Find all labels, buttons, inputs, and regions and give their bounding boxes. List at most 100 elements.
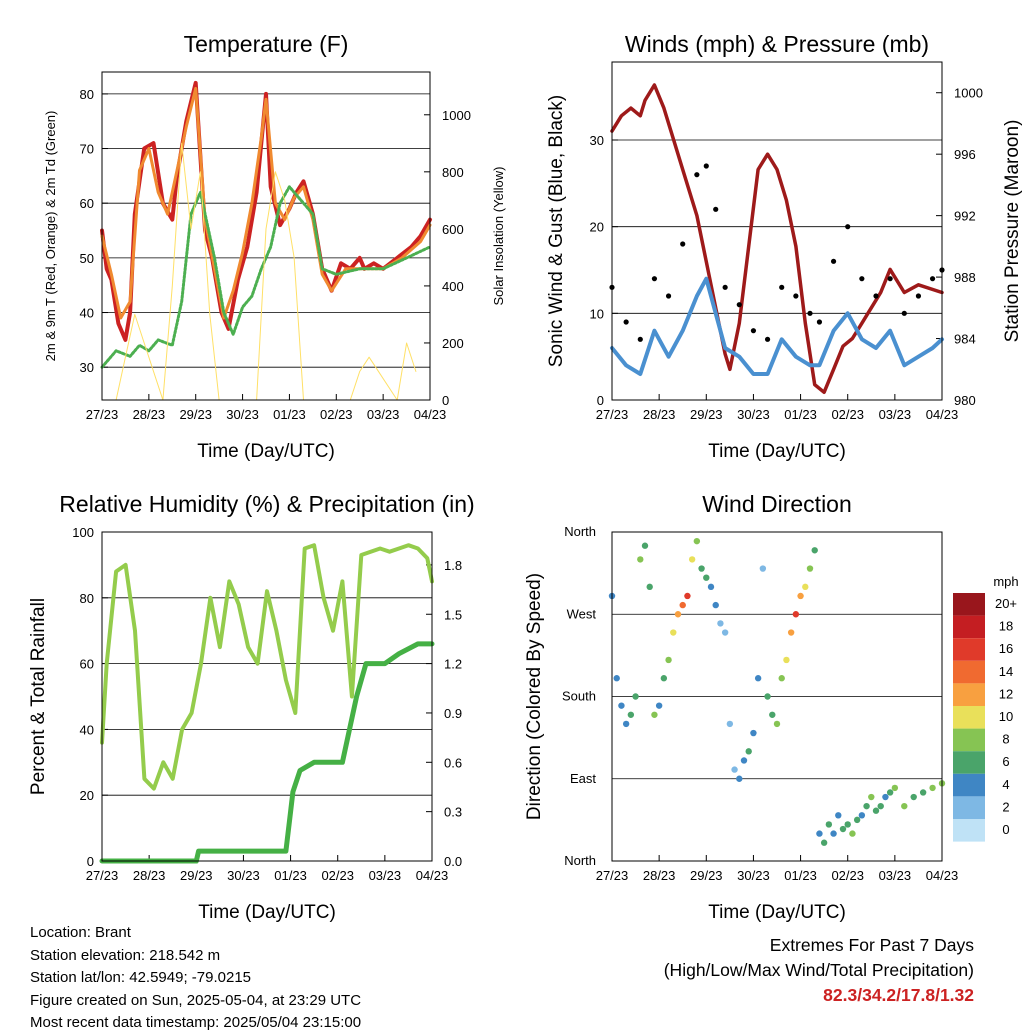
colorbar-swatch — [953, 706, 985, 729]
panel4-point — [919, 789, 927, 796]
panel4-ytick-label: North — [564, 853, 596, 868]
panel4-point — [622, 720, 630, 728]
colorbar-label: 20+ — [995, 596, 1017, 611]
panel1-xtick-label: 30/23 — [226, 407, 259, 422]
panel4-xtick-label: 27/23 — [596, 868, 629, 883]
panel1-ytick-label: 80 — [80, 87, 94, 102]
panel3-xtick-label: 27/23 — [86, 868, 119, 883]
panel1-xtick-label: 27/23 — [86, 407, 119, 422]
panel2-gust-point — [665, 293, 672, 299]
panel3-ytick-right-label: 1.5 — [444, 607, 462, 622]
panel4-point — [820, 839, 828, 846]
panel2-ytick-label: 30 — [590, 133, 604, 148]
panel1-ylabel: 2m & 9m T (Red, Orange) & 2m Td (Green) — [43, 111, 58, 362]
panel4-point — [726, 720, 734, 728]
panel2-gust-point — [750, 328, 757, 334]
panel4-point — [929, 784, 936, 792]
panel1-series-dewpoint — [100, 185, 432, 369]
panel2-xtick-label: 27/23 — [596, 407, 629, 422]
panel4-xtick-label: 03/23 — [879, 868, 912, 883]
panel4-xtick-label: 02/23 — [831, 868, 864, 883]
extremes-panel: Extremes For Past 7 Days (High/Low/Max W… — [664, 933, 974, 1008]
panel2-ytick-label: 0 — [597, 393, 604, 408]
panel4-point — [707, 583, 715, 591]
panel4-point — [839, 825, 847, 833]
panel4-xtick-label: 30/23 — [737, 868, 770, 883]
panel4-point — [613, 675, 620, 682]
panel4-point — [660, 675, 668, 682]
panel2-gust-point — [901, 310, 907, 316]
colorbar-swatch — [953, 819, 985, 842]
panel4-ytick-label: West — [567, 606, 597, 621]
panel4-point — [684, 592, 691, 600]
station-latlon: Station lat/lon: 42.5949; -79.0215 — [30, 969, 252, 986]
extremes-title: Extremes For Past 7 Days — [769, 935, 974, 955]
colorbar-label: 18 — [999, 619, 1013, 634]
panel4-point — [858, 812, 866, 819]
panel4-ytick-label: South — [562, 689, 596, 704]
panel1-xtick-label: 03/23 — [367, 407, 400, 422]
panel1-ytick-right-label: 800 — [442, 165, 464, 180]
colorbar-swatch — [953, 615, 985, 639]
panel3-ytick-right-label: 1.2 — [444, 657, 462, 672]
panel1-xtick-label: 28/23 — [133, 407, 166, 422]
panel4-point — [764, 693, 771, 700]
panel4-frame — [611, 531, 943, 862]
panel4-point — [693, 537, 701, 545]
panel4-point — [745, 748, 752, 755]
panel1-xlabel: Time (Day/UTC) — [197, 441, 335, 462]
panel4-point — [618, 702, 625, 709]
panel3-ytick-label: 100 — [72, 525, 94, 540]
panel2-series-wind — [610, 276, 944, 376]
panel4-point — [688, 556, 696, 563]
panel4-point — [665, 656, 672, 664]
panel3-ytick-label: 60 — [80, 657, 94, 672]
panel2-ylabel-right: Station Pressure (Maroon) — [1002, 120, 1023, 343]
panel4-ytick-label: North — [564, 524, 596, 539]
panel4-point — [679, 601, 686, 609]
panel2-gust-point — [651, 276, 658, 282]
panel4-point — [637, 556, 644, 563]
panel4-point — [910, 793, 917, 801]
panel4-xtick-label: 29/23 — [690, 868, 723, 883]
panel4-point — [886, 789, 894, 796]
panel1-ytick-right-label: 600 — [442, 222, 464, 237]
panel1-xtick-label: 04/23 — [414, 407, 447, 422]
panel2-gust-point — [764, 336, 771, 342]
colorbar-label: 16 — [999, 641, 1013, 656]
panel2-title: Winds (mph) & Pressure (mb) — [625, 31, 929, 57]
panel1-xtick-label: 29/23 — [179, 407, 212, 422]
recent-timestamp: Most recent data timestamp: 2025/05/04 2… — [30, 1014, 362, 1031]
panel4-point — [674, 611, 682, 618]
panel4-point — [736, 775, 743, 782]
panel2-ytick-label: 20 — [590, 220, 604, 235]
panel2-gust-point — [915, 293, 922, 299]
panel3-series-precip — [99, 641, 435, 864]
panel2-series-pressure — [610, 83, 944, 395]
panel4-ytick-label: East — [570, 771, 596, 786]
station-info: Location: Brant Station elevation: 218.5… — [30, 922, 361, 1035]
panel2-gust-point — [929, 276, 936, 282]
panel2-gust-point — [623, 319, 629, 325]
panel2-ytick-right-label: 1000 — [954, 86, 983, 101]
panel2-gust-point — [807, 310, 813, 316]
panel2-gust-point — [736, 302, 742, 308]
colorbar-label: 6 — [1002, 754, 1009, 769]
panel1-xtick-label: 02/23 — [320, 407, 353, 422]
colorbar-label: 0 — [1002, 822, 1009, 837]
panel2-xtick-label: 02/23 — [831, 407, 864, 422]
panel4-point — [844, 821, 851, 828]
panel4-point — [641, 542, 649, 549]
panel4-point — [773, 720, 781, 728]
panel4-point — [740, 757, 748, 764]
panel4-xlabel: Time (Day/UTC) — [708, 902, 846, 923]
panel1-ytick-label: 70 — [80, 142, 94, 157]
panel2-ytick-right-label: 996 — [954, 147, 976, 162]
panel1-ytick-right-label: 0 — [442, 393, 449, 408]
panel4-point — [863, 802, 870, 810]
panel3-xlabel: Time (Day/UTC) — [198, 902, 336, 923]
panel4-point — [882, 793, 889, 801]
panel4-xtick-label: 04/23 — [926, 868, 959, 883]
panel2-frame — [611, 61, 943, 401]
panel2-gust-point — [713, 206, 719, 212]
